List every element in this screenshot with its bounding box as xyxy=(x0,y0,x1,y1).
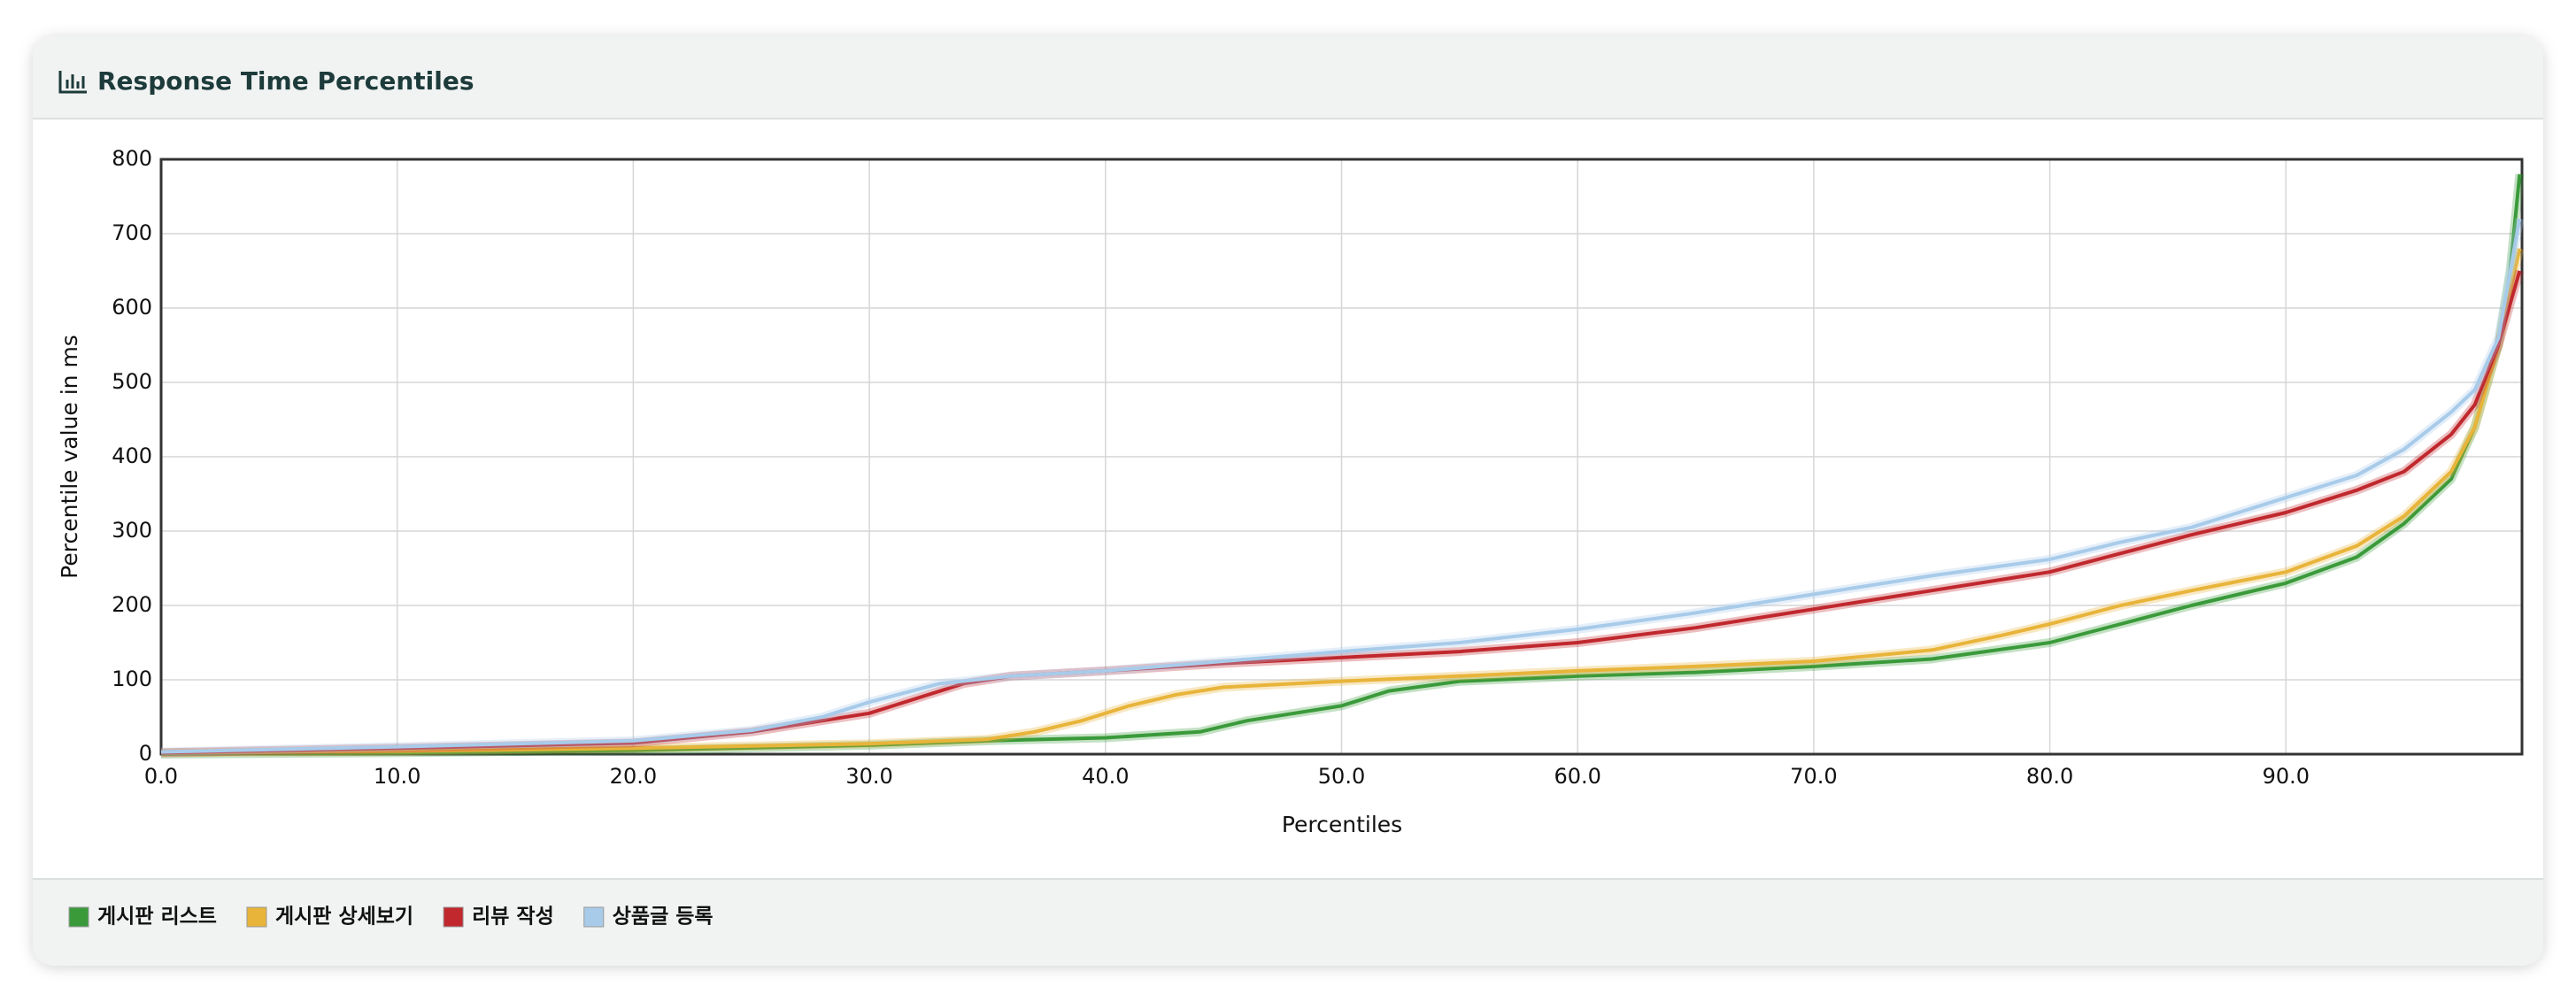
y-tick-label: 300 xyxy=(112,518,152,543)
chart-title: Response Time Percentiles xyxy=(97,66,474,96)
legend-label: 게시판 상세보기 xyxy=(275,906,413,929)
legend-label: 상품글 등록 xyxy=(613,906,713,929)
panel-footer xyxy=(33,879,2543,966)
legend-swatch xyxy=(583,906,605,928)
y-tick-label: 200 xyxy=(112,592,152,617)
y-tick-label: 800 xyxy=(112,146,152,171)
y-tick-label: 0 xyxy=(139,741,152,766)
line xyxy=(160,270,2522,755)
line xyxy=(160,218,2522,754)
panel xyxy=(33,36,2543,966)
x-tick-label: 0.0 xyxy=(144,764,178,789)
line xyxy=(160,248,2522,755)
y-tick-label: 400 xyxy=(112,443,152,468)
y-tick-label: 700 xyxy=(112,220,152,245)
line xyxy=(160,173,2522,756)
x-tick-label: 50.0 xyxy=(1318,764,1365,789)
y-axis-label: Percentile value in ms xyxy=(57,335,82,579)
title-icon xyxy=(58,71,87,94)
legend-label: 리뷰 작성 xyxy=(472,906,554,929)
legend-swatch xyxy=(68,906,89,928)
x-tick-label: 20.0 xyxy=(610,764,657,789)
x-tick-label: 60.0 xyxy=(1554,764,1600,789)
y-tick-label: 600 xyxy=(112,295,152,320)
panel-header xyxy=(33,36,2543,119)
x-tick-label: 40.0 xyxy=(1082,764,1129,789)
legend-swatch xyxy=(246,906,267,928)
x-tick-label: 90.0 xyxy=(2263,764,2310,789)
x-axis-label: Percentiles xyxy=(1282,812,1402,837)
legend-swatch xyxy=(443,906,464,928)
x-tick-label: 10.0 xyxy=(374,764,420,789)
legend-label: 게시판 리스트 xyxy=(97,906,217,929)
plot-frame xyxy=(159,158,2524,756)
y-tick-label: 100 xyxy=(112,667,152,691)
x-tick-label: 30.0 xyxy=(845,764,892,789)
x-tick-label: 80.0 xyxy=(2026,764,2073,789)
y-tick-label: 500 xyxy=(112,369,152,394)
x-tick-label: 70.0 xyxy=(1790,764,1837,789)
